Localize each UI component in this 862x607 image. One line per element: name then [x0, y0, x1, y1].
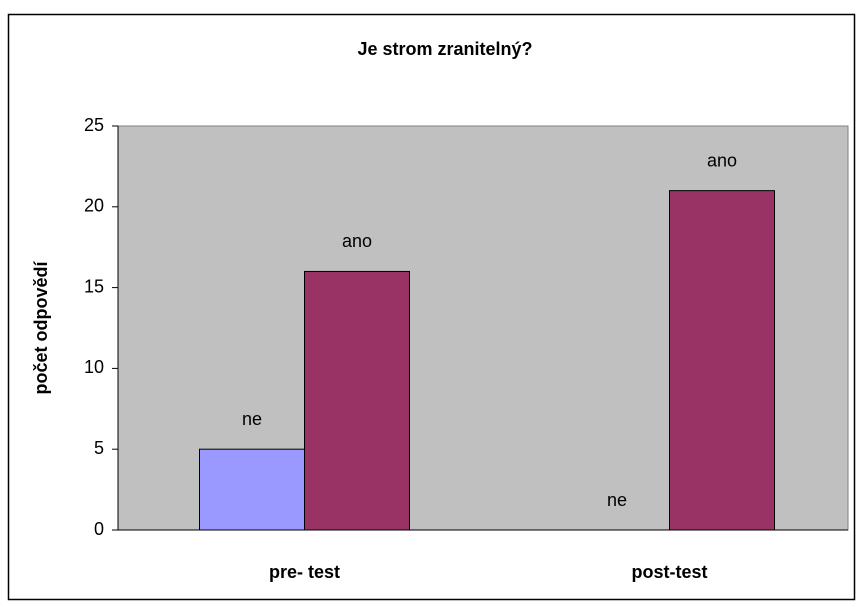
data-label: ano — [707, 150, 737, 170]
bar — [199, 448, 305, 531]
y-tick-label: 10 — [84, 357, 104, 377]
y-tick-label: 5 — [94, 438, 104, 458]
y-tick-label: 20 — [84, 196, 104, 216]
x-tick-label: pre- test — [269, 562, 340, 582]
data-label: ne — [242, 409, 262, 429]
data-label: ano — [342, 231, 372, 251]
y-axis-label: počet odpovědí — [31, 261, 51, 395]
y-tick-label: 15 — [84, 276, 104, 296]
y-tick-label: 25 — [84, 115, 104, 135]
chart-title: Je strom zranitelný? — [357, 39, 532, 59]
x-tick-label: post-test — [632, 562, 708, 582]
bar — [304, 270, 410, 531]
bar — [669, 190, 775, 531]
data-label: ne — [607, 490, 627, 510]
y-tick-label: 0 — [94, 519, 104, 539]
